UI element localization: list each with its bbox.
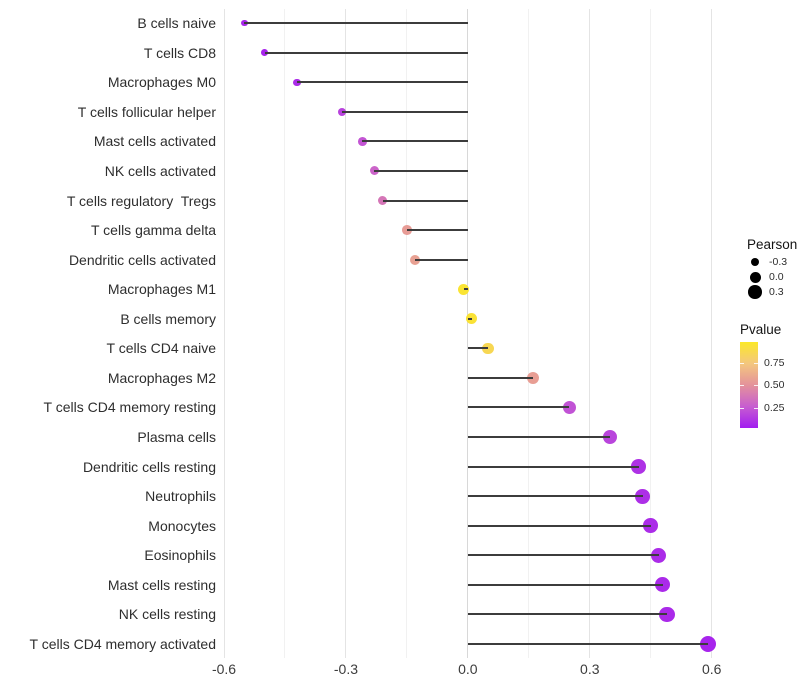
lollipop-dot [699,636,716,653]
lollipop-stem [467,524,651,527]
lollipop-dot [337,107,347,116]
lollipop-dot [655,577,671,593]
lollipop-stem [341,110,468,113]
lollipop-stem [362,140,468,143]
y-axis-label: T cells regulatory Tregs [66,192,216,209]
y-axis-label: T cells CD4 memory resting [43,399,216,416]
colorbar-tick [754,408,758,410]
gridline-minor [650,9,652,658]
lollipop-dot [526,371,540,385]
pvalue-colorbar [740,342,758,428]
colorbar-tick [740,408,744,410]
y-axis-label: T cells CD8 [143,44,216,61]
y-axis-label: NK cells activated [104,162,216,179]
colorbar-tick [740,385,744,387]
gridline-major [711,9,713,658]
size-legend-dot [748,285,762,299]
gridline-major [589,9,591,658]
y-axis-label: Macrophages M2 [107,369,216,386]
colorbar-tick-label: 0.25 [764,402,785,415]
y-axis-label: T cells CD4 naive [106,340,216,357]
lollipop-stem [467,347,489,350]
lollipop-stem [264,51,468,54]
colorbar-tick [754,362,758,364]
y-axis-label: Macrophages M1 [107,281,216,298]
x-tick-label: 0.3 [580,661,600,677]
lollipop-dot [482,342,494,355]
y-axis-label: B cells naive [137,15,216,32]
y-axis-label: Mast cells resting [107,576,216,593]
gridline-zero [467,9,469,658]
y-axis-label: T cells follicular helper [77,103,216,120]
lollipop-stem [415,258,468,261]
lollipop-dot [293,78,301,86]
lollipop-dot [635,488,650,504]
lollipop-stem [382,199,468,202]
lollipop-stem [467,643,708,646]
size-legend-label: 0.3 [769,286,784,298]
x-tick-label: -0.6 [211,661,237,677]
lollipop-stem [374,169,468,172]
lollipop-dot [562,400,576,415]
gridline-major [345,9,347,658]
gridline-minor [406,9,408,658]
y-axis-label: Dendritic cells activated [68,251,216,268]
y-axis-label: T cells gamma delta [90,222,216,239]
y-axis-label: Eosinophils [144,547,216,564]
colorbar-tick-label: 0.75 [764,356,785,369]
lollipop-stem [244,22,468,25]
y-axis-label: Macrophages M0 [107,74,216,91]
lollipop-stem [463,288,468,291]
lollipop-stem [467,317,472,320]
y-axis-label: NK cells resting [118,606,216,623]
y-axis-label: T cells CD4 memory activated [29,636,216,653]
size-legend-dot [749,271,761,283]
size-legend-label: -0.3 [769,256,788,268]
lollipop-dot [659,606,675,623]
lollipop-stem [406,229,468,232]
colorbar-tick-label: 0.50 [764,379,785,392]
lollipop-stem [467,436,611,439]
x-tick-label: 0.0 [458,661,478,677]
lollipop-stem [467,376,533,379]
lollipop-dot [631,459,646,474]
lollipop-dot [466,313,478,325]
lollipop-stem [467,465,639,468]
y-axis-label: Monocytes [148,517,216,534]
y-axis-label: Mast cells activated [93,133,216,150]
lollipop-dot [643,518,659,534]
gridline-minor [528,9,530,658]
lollipop-dot [651,547,667,563]
colorbar-tick [754,385,758,387]
size-legend-dot [750,257,760,267]
lollipop-dot [603,430,618,445]
y-axis-label: B cells memory [120,310,216,327]
lollipop-stem [467,406,570,409]
x-tick-label: 0.6 [701,661,722,677]
lollipop-stem [467,583,663,586]
color-legend-title: Pvalue [740,322,782,337]
x-tick-label: -0.3 [333,661,358,677]
gridline-major [223,9,225,658]
y-axis-label: Neutrophils [145,488,216,505]
y-axis-label: Dendritic cells resting [82,458,216,475]
lollipop-stem [467,613,667,616]
size-legend-label: 0.0 [769,271,784,283]
lollipop-stem [467,495,643,498]
lollipop-stem [467,554,659,557]
y-axis-label: Plasma cells [137,429,216,446]
gridline-minor [284,9,286,658]
lollipop-dot [377,195,388,206]
colorbar-tick [740,362,744,364]
size-legend-title: Pearson [747,237,798,252]
lollipop-stem [297,81,468,84]
